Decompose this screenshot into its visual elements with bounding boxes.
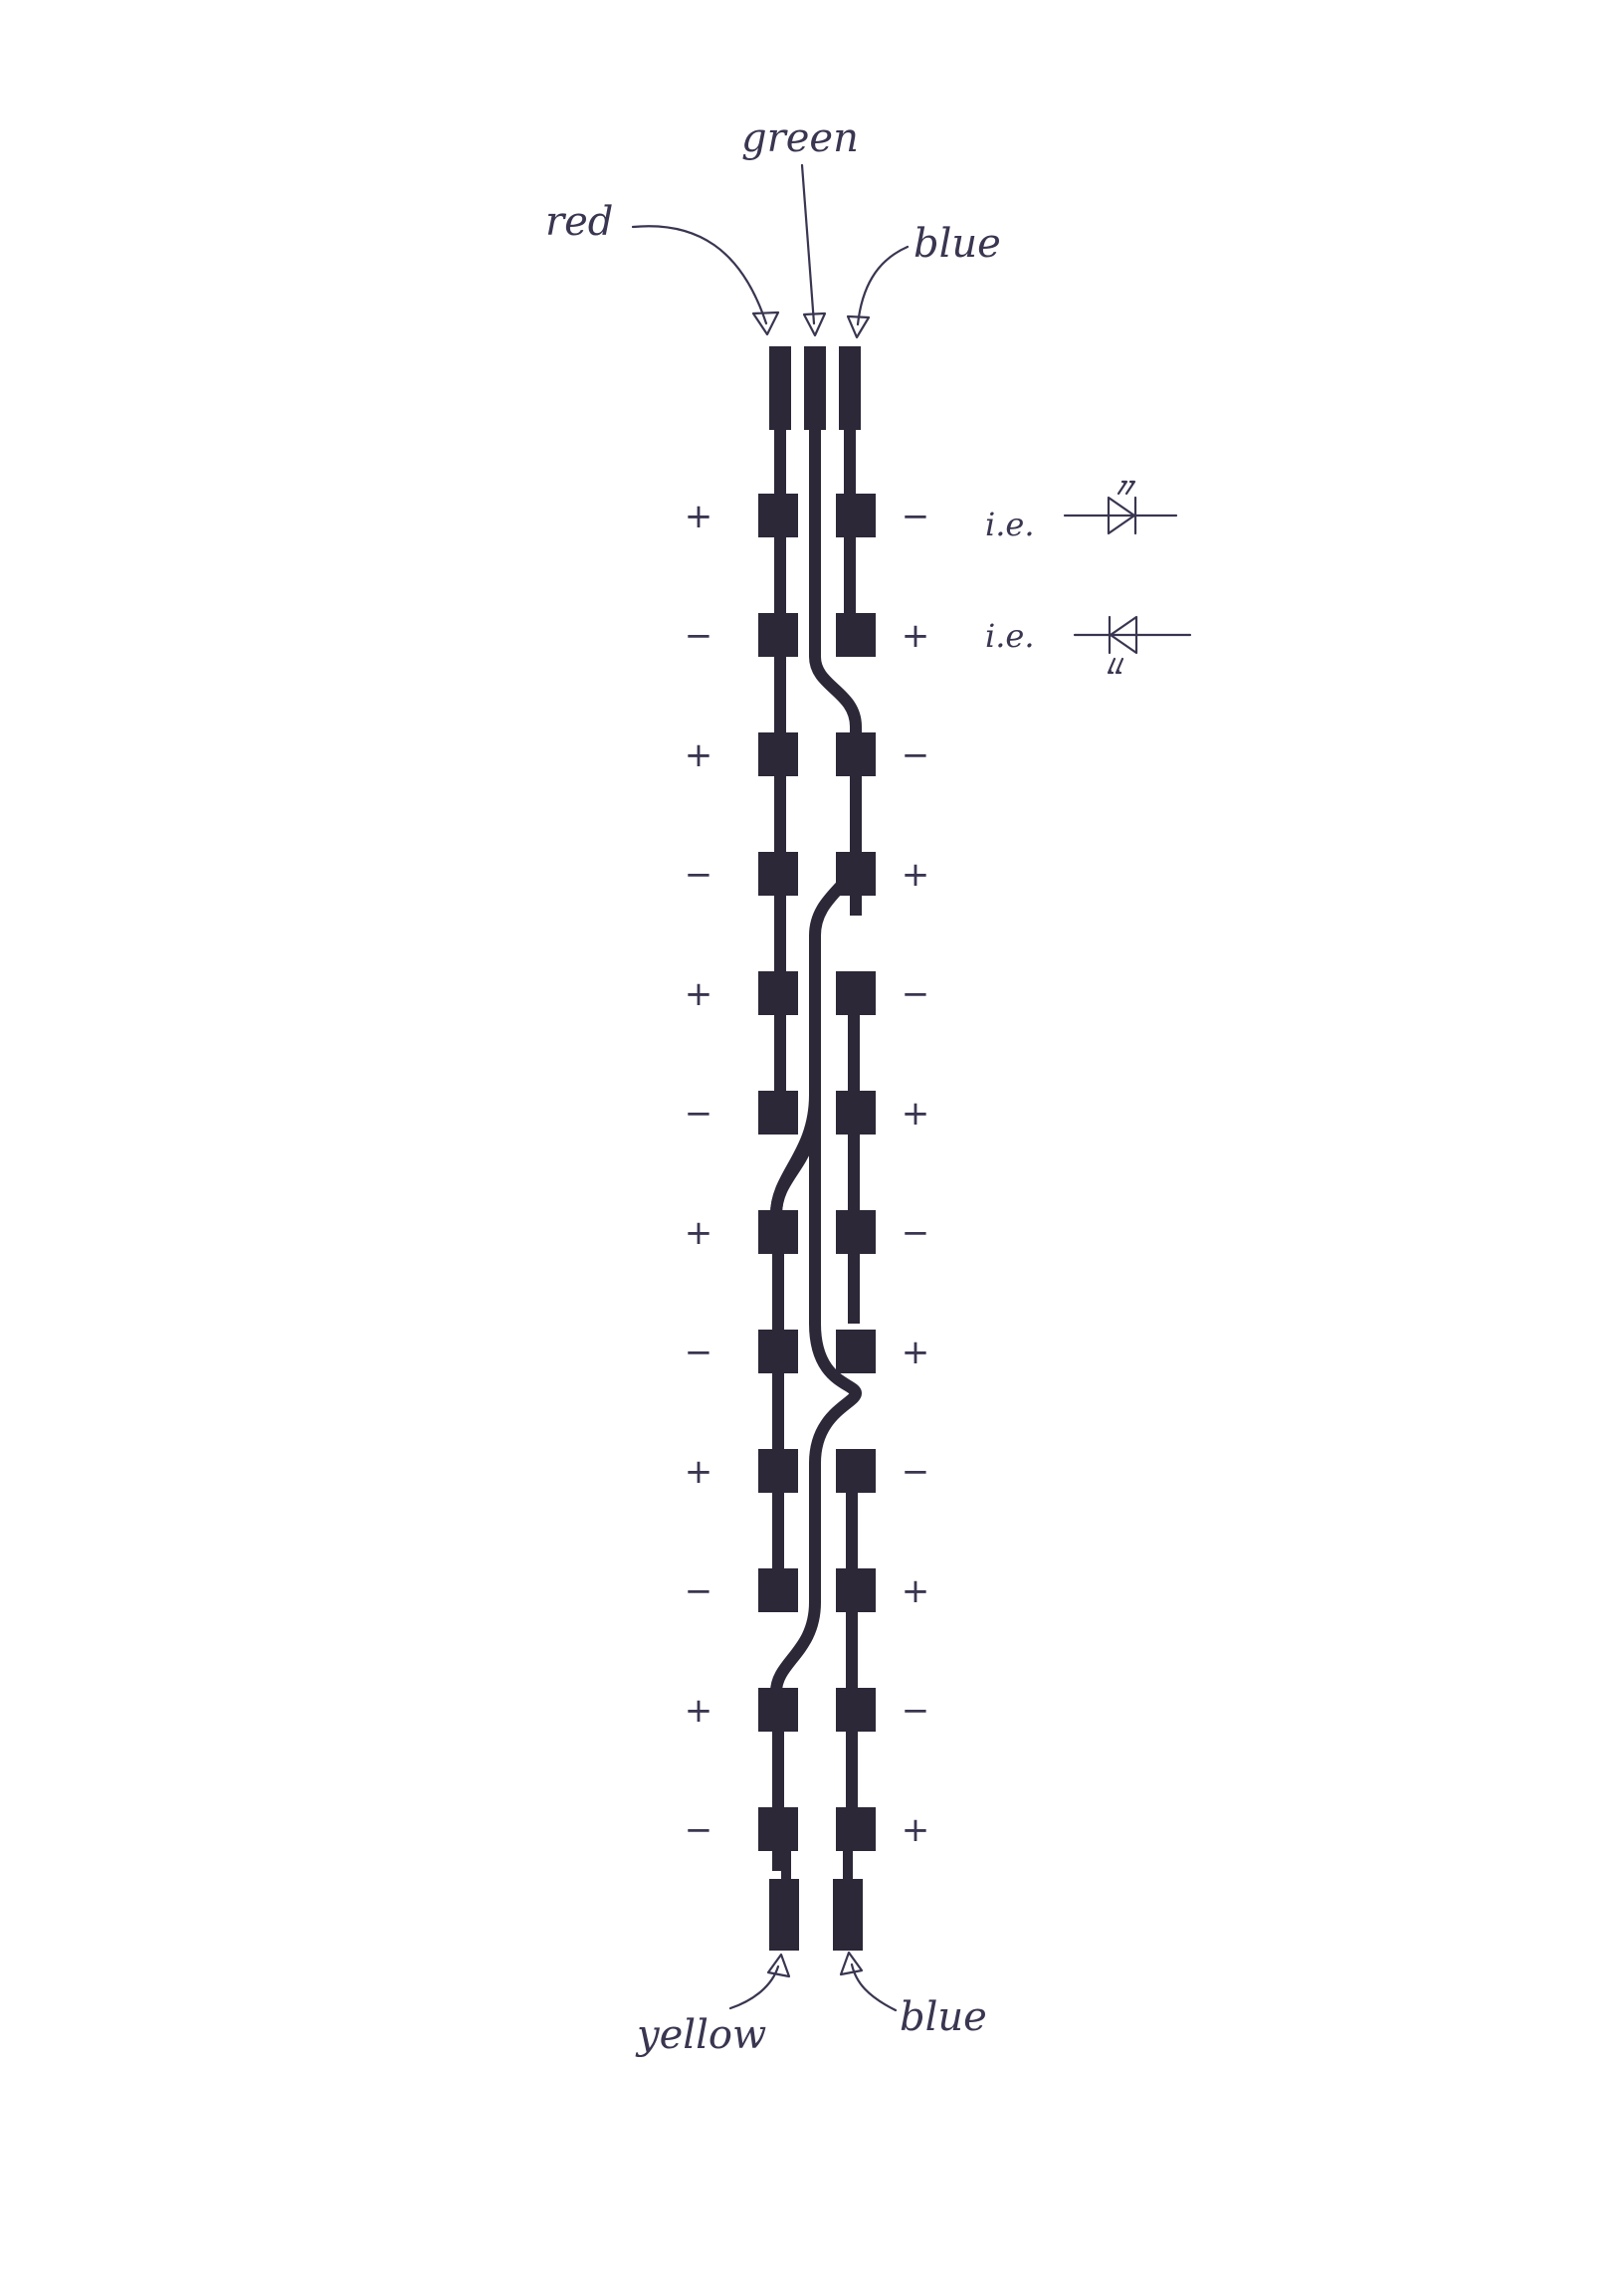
polarity-right-2: + <box>902 616 930 656</box>
connector-tab-yellow <box>769 1879 799 1951</box>
label-green-group: green <box>741 115 859 337</box>
polarity-left-10: − <box>685 1571 713 1611</box>
led-pad-left-3 <box>758 732 798 776</box>
led-symbol-forward-icon <box>1063 480 1178 535</box>
led-pad-left-7 <box>758 1210 798 1254</box>
led-pad-left-1 <box>758 494 798 537</box>
connector-tab-blue-bottom <box>833 1879 863 1951</box>
polarity-right-12: + <box>902 1810 930 1850</box>
legend-ie-2: i.e. <box>985 617 1035 655</box>
polarity-left-7: + <box>685 1213 713 1253</box>
arrow-yellow <box>728 1964 780 2010</box>
arrowhead-green <box>802 311 827 337</box>
polarity-right-11: − <box>902 1691 930 1731</box>
led-pads <box>758 494 876 1851</box>
polarity-left-3: + <box>685 735 713 775</box>
polarity-right-10: + <box>902 1571 930 1611</box>
arrowhead-red <box>751 310 780 336</box>
polarity-left-8: − <box>685 1333 713 1372</box>
connector-tab-blue-top <box>839 346 861 430</box>
led-symbol-reverse-icon <box>1073 615 1192 675</box>
arrowhead-blue-top <box>846 314 871 339</box>
led-pad-right-12 <box>836 1807 876 1851</box>
led-pad-left-4 <box>758 852 798 896</box>
led-pad-left-6 <box>758 1091 798 1135</box>
label-yellow-group: yellow <box>635 1953 791 2058</box>
led-pad-right-8 <box>836 1330 876 1373</box>
label-green: green <box>741 115 859 161</box>
led-pad-right-10 <box>836 1568 876 1612</box>
legend-row-1: i.e. <box>985 480 1178 543</box>
label-blue-bottom: blue <box>900 1994 987 2040</box>
polarity-right-9: − <box>902 1452 930 1492</box>
polarity-left-9: + <box>685 1452 713 1492</box>
polarity-left-1: + <box>685 497 713 536</box>
polarity-right-3: − <box>902 735 930 775</box>
polarity-right-1: − <box>902 497 930 536</box>
led-pad-right-5 <box>836 971 876 1015</box>
polarity-right-7: − <box>902 1213 930 1253</box>
led-pad-right-1 <box>836 494 876 537</box>
polarity-left-12: − <box>685 1810 713 1850</box>
led-pad-right-7 <box>836 1210 876 1254</box>
led-pad-left-9 <box>758 1449 798 1493</box>
led-pad-right-9 <box>836 1449 876 1493</box>
label-blue-top-group: blue <box>846 221 1001 339</box>
led-pad-left-5 <box>758 971 798 1015</box>
led-pad-right-11 <box>836 1688 876 1732</box>
led-pad-left-10 <box>758 1568 798 1612</box>
led-pad-right-2 <box>836 613 876 657</box>
arrow-blue-bottom <box>850 1963 898 2012</box>
label-red-group: red <box>545 199 780 336</box>
led-pad-left-8 <box>758 1330 798 1373</box>
polarity-left-11: + <box>685 1691 713 1731</box>
connector-tab-green <box>804 346 826 430</box>
polarity-right-4: + <box>902 855 930 895</box>
polarity-left-2: − <box>685 616 713 656</box>
trace-green-lower <box>770 1105 862 1693</box>
label-blue-bottom-group: blue <box>839 1951 987 2040</box>
polarity-right-6: + <box>902 1094 930 1134</box>
arrow-red <box>631 225 768 325</box>
connector-tab-red <box>769 346 791 430</box>
polarity-left-4: − <box>685 855 713 895</box>
arrowhead-yellow <box>766 1953 791 1978</box>
label-blue-top: blue <box>914 221 1001 267</box>
polarity-marks: + − − + + − − + + − − + + − − + + − − + + − − + <box>685 497 930 1850</box>
label-yellow: yellow <box>635 2012 766 2058</box>
polarity-right-5: − <box>902 974 930 1014</box>
led-pad-left-11 <box>758 1688 798 1732</box>
led-pad-right-3 <box>836 732 876 776</box>
led-pad-right-4 <box>836 852 876 896</box>
led-pad-right-6 <box>836 1091 876 1135</box>
legend-ie-1: i.e. <box>985 506 1035 543</box>
arrow-green <box>800 163 816 325</box>
led-pad-left-12 <box>758 1807 798 1851</box>
led-pad-left-2 <box>758 613 798 657</box>
polarity-right-8: + <box>902 1333 930 1372</box>
arrowhead-blue-bottom <box>839 1951 864 1976</box>
polarity-left-5: + <box>685 974 713 1014</box>
polarity-left-6: − <box>685 1094 713 1134</box>
label-red: red <box>545 199 613 245</box>
arrow-blue-top <box>856 245 910 326</box>
legend-row-2: i.e. <box>985 615 1192 675</box>
